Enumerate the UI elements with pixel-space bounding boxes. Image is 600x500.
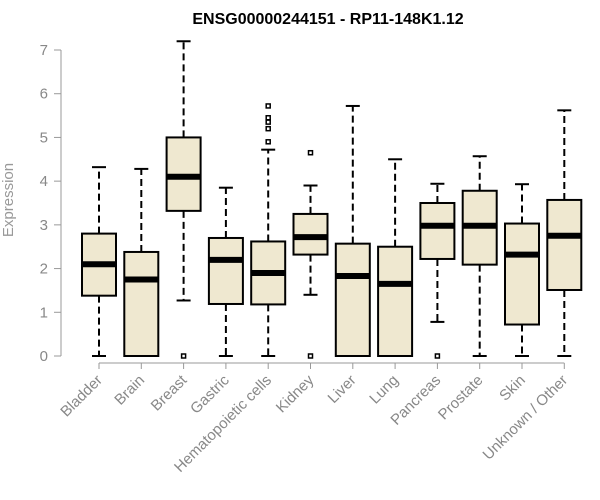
x-tick-label: Liver: [325, 372, 360, 407]
outlier-point: [265, 115, 271, 121]
x-tick-label: Lung: [366, 372, 402, 408]
x-tick-label: Bladder: [57, 372, 106, 421]
box-group: [292, 149, 329, 359]
box: [123, 250, 160, 358]
y-tick-label: 5: [40, 129, 48, 146]
y-axis: 0 1 2 3 4 5 6 7: [40, 42, 62, 365]
box-group: [334, 104, 371, 357]
x-tick-label: Breast: [148, 371, 191, 414]
y-axis-label: Expression: [0, 163, 17, 237]
y-tick-label: 1: [40, 304, 48, 321]
box: [377, 245, 414, 357]
y-tick-label: 0: [40, 348, 48, 365]
outlier-point: [265, 103, 271, 109]
box: [334, 242, 371, 357]
x-tick-label: Kidney: [273, 371, 318, 416]
box-group: [419, 182, 456, 359]
box: [504, 222, 540, 326]
box: [546, 198, 583, 291]
box-group: [250, 103, 287, 357]
box: [207, 236, 244, 305]
outlier-point: [180, 353, 187, 359]
box-group: [81, 166, 117, 357]
box-group: [377, 158, 414, 357]
box-group: [165, 40, 202, 359]
outlier-point: [265, 139, 271, 145]
box-group: [123, 167, 160, 358]
x-tick-label: Skin: [496, 372, 529, 405]
outlier-point: [265, 119, 271, 125]
y-tick-label: 2: [40, 261, 48, 278]
chart-title: ENSG00000244151 - RP11-148K1.12: [192, 11, 463, 28]
x-tick-label: Prostate: [435, 372, 487, 424]
y-tick-label: 7: [40, 42, 48, 59]
outlier-point: [434, 353, 441, 359]
y-tick-label: 3: [40, 217, 48, 234]
y-tick-label: 4: [40, 173, 48, 190]
outlier-point: [307, 353, 314, 359]
box-group: [207, 186, 244, 357]
outlier-point: [265, 125, 271, 132]
box-group: [504, 183, 540, 357]
box-group: [546, 109, 583, 357]
boxes: [81, 40, 583, 359]
x-tick-label: Brain: [111, 372, 148, 409]
y-tick-label: 6: [40, 86, 48, 103]
box: [419, 202, 456, 260]
box-group: [461, 155, 498, 357]
outlier-point: [307, 149, 314, 156]
